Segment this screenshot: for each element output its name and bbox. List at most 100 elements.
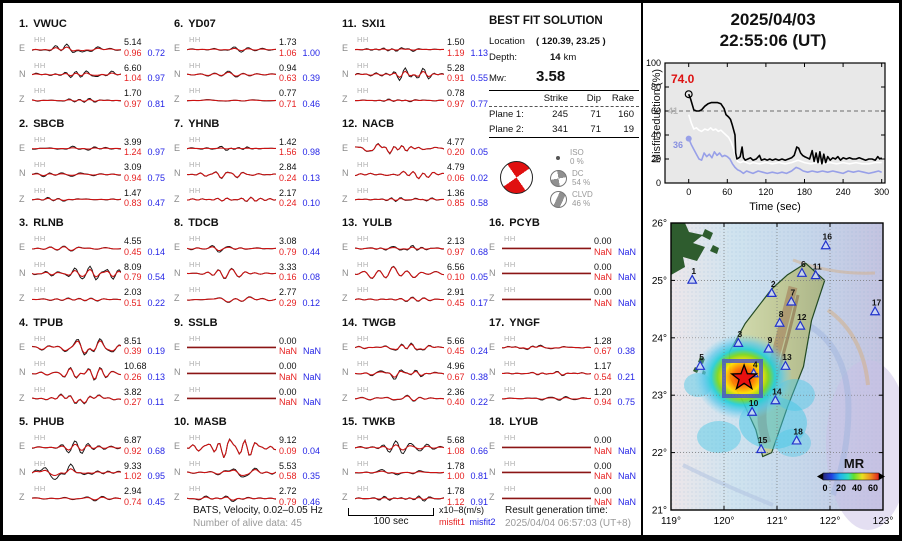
waveform-row: N HH 4.96 0.67 0.38 <box>342 358 494 384</box>
component-label: Z <box>174 392 180 403</box>
filter-info: BATS, Velocity, 0.02–0.05 Hz <box>193 505 323 516</box>
channel-label: HH <box>34 285 46 294</box>
amplitude-value: 0.00 <box>279 335 297 346</box>
waveform-area: HH <box>187 159 276 185</box>
misfit1-value: 0.97 <box>447 98 465 109</box>
lat-tick-label: 26° <box>652 219 667 230</box>
fit-numbers: 3.99 1.24 0.97 <box>121 134 171 160</box>
waveform-trace <box>32 338 121 356</box>
generation-time-value: 2025/04/04 06:57:03 (UT+8) <box>505 518 631 529</box>
misfit2-value: 0.81 <box>470 471 489 481</box>
location-value: ( 120.39, 23.25 ) <box>536 36 606 47</box>
amplitude-value: 0.00 <box>594 261 612 272</box>
misfit2-legend: misfit2 <box>469 517 496 527</box>
misfit2-value: 0.44 <box>302 246 321 257</box>
fit-numbers: 1.70 0.97 0.81 <box>121 85 171 111</box>
fit-numbers: 1.42 1.56 0.98 <box>276 134 326 160</box>
station-number: 4. <box>19 316 29 329</box>
station-number-label: 18 <box>793 427 803 437</box>
station-title: 6. YD07 <box>174 18 326 30</box>
misfit-series-best-solution <box>687 93 883 165</box>
x-tick-label: 0 <box>686 187 691 197</box>
channel-label: HH <box>504 384 516 394</box>
component-label: N <box>19 466 26 477</box>
station-triangle-icon <box>796 267 808 277</box>
station-number-label: 1 <box>691 266 696 276</box>
mw-label: Mw: <box>489 73 507 84</box>
channel-label: HH <box>34 234 46 243</box>
waveform-area: HH <box>187 483 276 509</box>
fit-numbers: 3.33 0.16 0.08 <box>276 259 326 285</box>
amplitude-value: 6.87 <box>124 435 142 445</box>
station-number: 16. <box>489 217 505 229</box>
y-tick-label: 20 <box>651 154 661 164</box>
misfit2-value: 0.55 <box>470 73 489 83</box>
fit-numbers: 5.68 1.08 0.66 <box>444 432 494 458</box>
station-title: 16. PCYB <box>489 217 641 229</box>
waveform-row: Z HH 2.91 0.45 0.17 <box>342 284 494 310</box>
y-tick-label: 60 <box>651 106 661 116</box>
station-number: 11. <box>342 18 357 30</box>
waveform-trace <box>32 196 121 202</box>
fit-numbers: 1.20 0.94 0.75 <box>591 384 641 410</box>
component-label: E <box>489 242 496 252</box>
misfit2-value: 0.19 <box>147 346 166 356</box>
channel-label: HH <box>189 384 201 394</box>
station-triangle-icon <box>780 360 791 370</box>
waveform-trace <box>32 171 121 177</box>
amplitude-value: 1.28 <box>594 335 612 346</box>
lat-tick-label: 25° <box>652 276 667 287</box>
fit-numbers: 3.82 0.27 0.11 <box>121 384 171 410</box>
amplitude-value: 0.00 <box>279 386 297 397</box>
misfit1-value: 1.24 <box>124 147 142 157</box>
station-title: 10. MASB <box>174 416 326 428</box>
waveform-trace <box>502 298 591 300</box>
amplitude-value: 9.12 <box>279 435 297 445</box>
station-title: 13. YULB <box>342 217 494 229</box>
station-title: 7. YHNB <box>174 118 326 130</box>
waveform-row: N HH 3.09 0.94 0.75 <box>19 159 171 185</box>
station-number: 14. <box>342 316 358 329</box>
station-column: 6. YD07 E HH 1.73 1.06 1.00 N HH 0.94 0.63 0.39 Z HH 0… <box>174 16 326 514</box>
misfit2-value: NaN <box>618 471 637 481</box>
third-start-marker <box>685 135 692 142</box>
iso-beachball-icon <box>556 155 560 160</box>
channel-label: HH <box>357 60 369 70</box>
misfit1-value: 0.24 <box>279 172 297 183</box>
fit-numbers: 9.33 1.02 0.95 <box>121 458 171 484</box>
channel-label: HH <box>189 134 201 144</box>
misfit2-value: 0.95 <box>147 471 166 481</box>
misfit2-value: 0.05 <box>470 272 489 282</box>
amplitude-value: 2.17 <box>279 187 297 198</box>
station-number: 2. <box>19 117 29 130</box>
misfit2-value: 0.45 <box>147 496 166 507</box>
lon-tick-label: 119° <box>661 516 681 527</box>
station-number-label: 5 <box>699 352 704 362</box>
amplitude-value: 1.42 <box>279 136 297 147</box>
colorbar-tick-label: 20 <box>836 483 846 493</box>
station-triangle-icon <box>770 394 781 405</box>
processing-info: BATS, Velocity, 0.02–0.05 Hz Number of a… <box>193 504 323 530</box>
waveform-row: Z HH 3.82 0.27 0.11 <box>19 384 171 410</box>
waveform-row: E HH 2.13 0.97 0.68 <box>342 233 494 259</box>
waveform-trace <box>355 368 444 380</box>
col-dip: Dip <box>586 93 601 104</box>
channel-label: HH <box>34 185 46 195</box>
misfit1-value: 0.29 <box>279 297 297 308</box>
waveform-row: N HH 3.33 0.16 0.08 <box>174 259 326 285</box>
component-label: Z <box>19 94 25 104</box>
waveform-trace <box>187 346 276 349</box>
iso-row: ISO 0 % <box>543 147 639 168</box>
fit-numbers: 0.00 NaN NaN <box>276 384 326 410</box>
component-label: N <box>19 68 26 79</box>
fit-numbers: 1.17 0.54 0.21 <box>591 358 641 384</box>
panel-divider <box>641 3 643 535</box>
amplitude-value: 2.03 <box>124 287 142 297</box>
station-column: 16. PCYB E HH 0.00 NaN NaN N HH 0.00 NaN NaN Z HH 0.00… <box>489 215 641 514</box>
amplitude-value: 10.68 <box>124 361 147 371</box>
amplitude-units: x10–8(m/s) <box>439 505 485 515</box>
station-number: 18. <box>489 416 505 428</box>
waveform-area: HH <box>355 458 444 484</box>
misfit2-value: NaN <box>618 445 637 456</box>
component-label: Z <box>19 492 25 502</box>
